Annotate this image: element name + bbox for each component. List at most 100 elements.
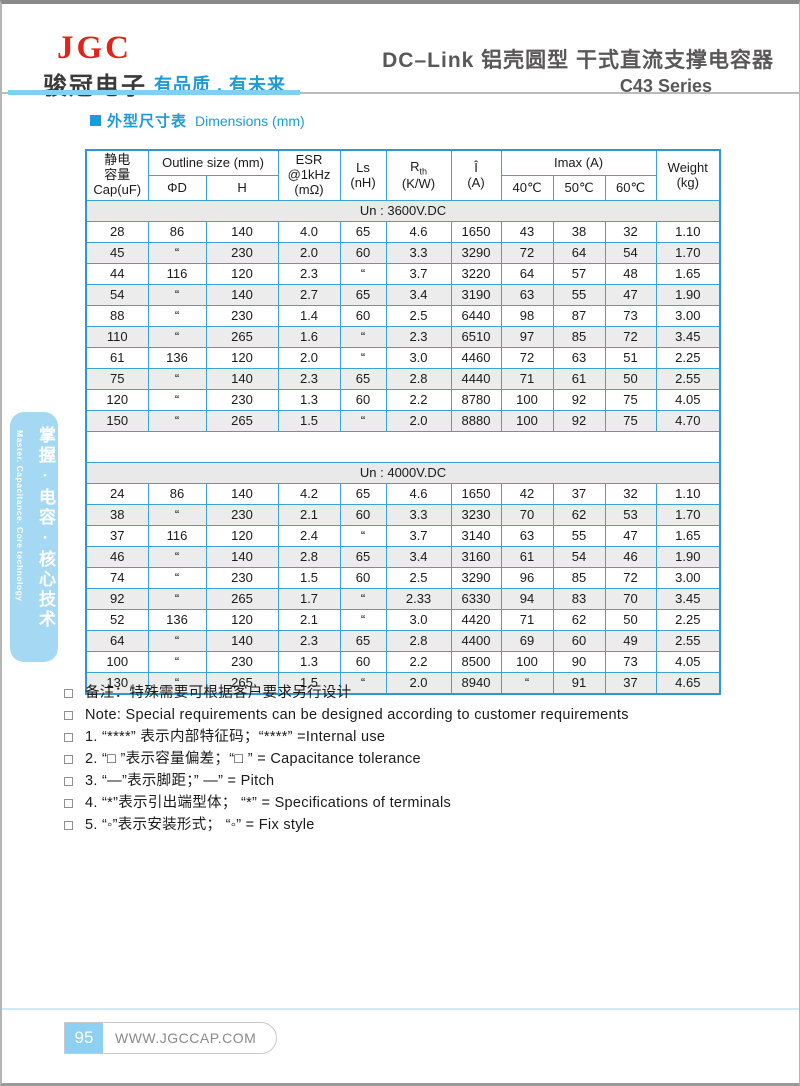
table-row: 24 86 140 4.2 65 4.6 1650 42 37 32 1.10 [85,483,721,505]
table-cell: 24 [85,483,149,505]
table-cell: 65 [339,368,387,390]
footer-divider [2,1008,799,1010]
note-line: 备注：特殊需要可根据客户要求另行设计 [64,684,754,702]
table-cell: 60 [339,651,387,673]
table-cell: 2.5 [385,567,452,589]
table-cell: “ [147,651,207,673]
table-cell: 46 [604,546,657,568]
table-cell: 3.4 [385,284,452,306]
table-cell: 96 [500,567,554,589]
table-cell: 70 [500,504,554,526]
product-title: DC–Link 铝壳圆型 干式直流支撑电容器 [382,49,774,72]
table-row: 46 “140 2.8 65 3.4 3160 61 54 46 1.90 [85,546,721,568]
note-text: 2. “□ ”表示容量偏差；“□ ” = Capacitance toleran… [85,751,421,767]
table-cell: “ [339,347,387,369]
table-cell: 73 [604,651,657,673]
table-cell: 83 [552,588,606,610]
table-cell: 72 [604,567,657,589]
table-cell: 230 [205,242,279,264]
table-cell: 94 [500,588,554,610]
table-cell: 110 [85,326,149,348]
table-cell: 97 [500,326,554,348]
table-cell: 63 [552,347,606,369]
table-cell: 55 [552,284,606,306]
table-cell: 100 [500,389,554,411]
table-cell: 8940 [450,672,502,695]
table-cell: 140 [205,368,279,390]
table-cell: 116 [147,525,207,547]
table-cell: 73 [604,305,657,327]
table-cell: “ [339,609,387,631]
table-cell: 90 [552,651,606,673]
table-cell: 2.25 [655,609,721,631]
table-cell: 8500 [450,651,502,673]
table-cell: “ [147,368,207,390]
table-cell: 120 [205,347,279,369]
table-cell: 2.2 [385,389,452,411]
side-tab-text-en: Master. Capacitance. Core technology [15,430,25,602]
table-cell: 44 [85,263,149,285]
table-cell: 63 [500,525,554,547]
table-cell: 86 [147,221,207,243]
table-cell: “ [339,525,387,547]
table-cell: 72 [604,326,657,348]
table-cell: 140 [205,483,279,505]
note-line: 1. “****” 表示内部特征码；“****” =Internal use [64,728,754,746]
table-cell: 230 [205,389,279,411]
note-bullet-icon [64,733,73,742]
table-cell: 2.0 [385,410,452,432]
table-cell: 3190 [450,284,502,306]
table-cell: 2.5 [385,305,452,327]
table-cell: 2.3 [277,263,341,285]
table-cell: 2.0 [385,672,452,695]
table-cell: 6440 [450,305,502,327]
table-cell: 61 [552,368,606,390]
col-header-ls: Ls (nH) [339,149,387,201]
note-text: 备注：特殊需要可根据客户要求另行设计 [85,685,352,701]
table-cell: 32 [604,221,657,243]
note-bullet-icon [64,821,73,830]
table-cell: 4.2 [277,483,341,505]
table-cell: 3160 [450,546,502,568]
table-cell: 2.8 [385,630,452,652]
table-cell: 65 [339,221,387,243]
table-cell: 2.3 [385,326,452,348]
table-cell: 140 [205,284,279,306]
table-cell: 1.90 [655,546,721,568]
table-cell: 120 [205,609,279,631]
table-cell: 74 [85,567,149,589]
table-cell: 52 [85,609,149,631]
col-header-imax-50: 50℃ [552,175,606,201]
table-cell: “ [339,672,387,695]
table-cell: 136 [147,347,207,369]
table-cell: 1.10 [655,483,721,505]
table-cell: 3.00 [655,567,721,589]
col-header-imax-40: 40℃ [500,175,554,201]
table-cell: 47 [604,284,657,306]
table-row: 45 “230 2.0 60 3.3 3290 72 64 54 1.70 [85,242,721,264]
table-cell: 1.10 [655,221,721,243]
table-cell: 120 [205,263,279,285]
table-cell: 42 [500,483,554,505]
table-cell: “ [147,242,207,264]
table-cell: 60 [339,567,387,589]
table-row: 28 86 140 4.0 65 4.6 1650 43 38 32 1.10 [85,221,721,243]
table-cell: 75 [604,389,657,411]
table-cell: “ [147,389,207,411]
table-cell: 6330 [450,588,502,610]
table-cell: 38 [85,504,149,526]
note-bullet-icon [64,711,73,720]
page-title: DC–Link 铝壳圆型 干式直流支撑电容器 C43 Series [302,44,774,97]
note-bullet-icon [64,777,73,786]
table-cell: 265 [205,410,279,432]
table-cell: 2.0 [277,242,341,264]
table-cell: “ [147,410,207,432]
table-cell: 88 [85,305,149,327]
table-cell: 50 [604,609,657,631]
table-cell: 1.5 [277,567,341,589]
website-url: WWW.JGCCAP.COM [115,1030,257,1046]
header-divider [2,92,799,94]
table-cell: 45 [85,242,149,264]
table-cell: 140 [205,546,279,568]
notes-list: 备注：特殊需要可根据客户要求另行设计 Note: Special requirem… [64,684,754,838]
